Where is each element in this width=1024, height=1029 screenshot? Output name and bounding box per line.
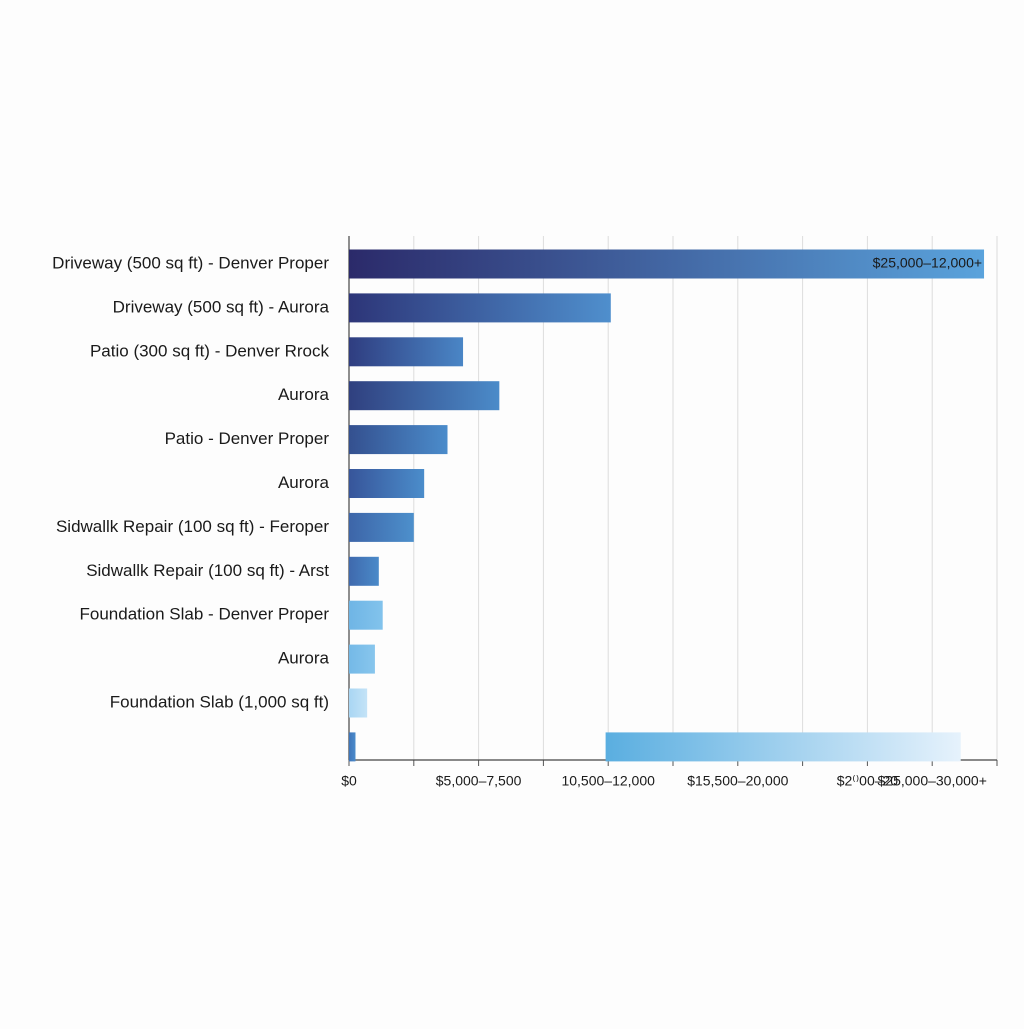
bar: [349, 469, 425, 498]
category-label: Driveway (500 sq ft) - Denver Proper: [52, 253, 329, 272]
category-label: Aurora: [278, 649, 330, 668]
bar: [349, 293, 611, 323]
category-label: Aurora: [278, 385, 330, 404]
bar: [349, 249, 985, 279]
category-label: Driveway (500 sq ft) - Aurora: [113, 297, 330, 316]
bar: [349, 337, 464, 367]
category-label: Foundation Slab (1,000 sq ft): [110, 692, 329, 711]
bar: [349, 512, 414, 542]
bar: [349, 732, 356, 762]
bar: [349, 644, 375, 674]
category-label: Patio (300 sq ft) - Denver Rrock: [90, 341, 330, 360]
x-tick-label: $5,000–7,500: [436, 773, 522, 789]
bar: [349, 425, 448, 455]
bar: [349, 556, 379, 586]
category-label: Aurora: [278, 473, 330, 492]
floating-bar: [605, 732, 961, 762]
x-tick-label: $25,000–30,000+: [878, 773, 987, 789]
category-label: Sidwallk Repair (100 sq ft) - Arst: [86, 561, 329, 580]
x-tick-label: $15,500–20,000: [687, 773, 788, 789]
category-label: Sidwallk Repair (100 sq ft) - Feroper: [56, 517, 329, 536]
category-label: Foundation Slab - Denver Proper: [80, 605, 330, 624]
bar: [349, 600, 383, 630]
x-tick-label: $2⁽⁾00–20: [837, 773, 899, 789]
value-label: $25,000–12,000+: [873, 255, 982, 271]
category-label: Patio - Denver Proper: [165, 429, 330, 448]
x-tick-label: $0: [341, 773, 357, 789]
x-tick-label: 10,500–12,000: [561, 773, 655, 789]
bar: [349, 381, 500, 411]
bar: [349, 688, 368, 718]
